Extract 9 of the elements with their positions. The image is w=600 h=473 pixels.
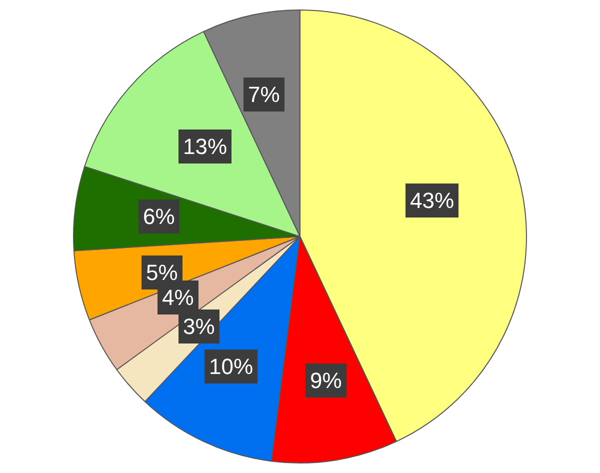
data-label: 3% <box>183 314 215 339</box>
data-label: 5% <box>146 260 178 285</box>
data-label: 4% <box>162 285 194 310</box>
data-label: 9% <box>310 368 342 393</box>
data-label: 6% <box>143 204 175 229</box>
data-label: 13% <box>183 134 228 159</box>
data-label: 7% <box>248 82 280 107</box>
data-label: 43% <box>410 188 454 213</box>
data-label: 10% <box>209 354 254 379</box>
